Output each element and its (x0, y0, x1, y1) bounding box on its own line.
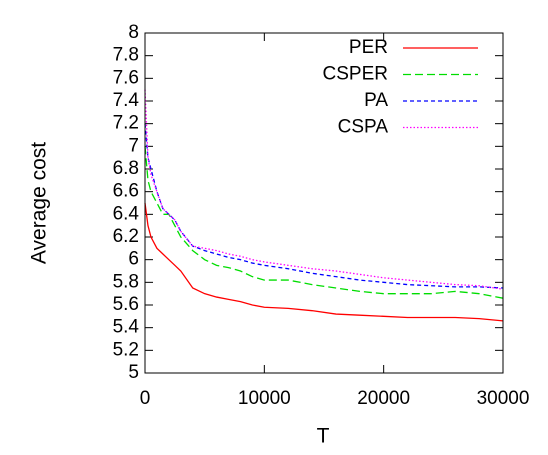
y-axis-label: Average cost (28, 142, 51, 264)
legend-label: CSPER (323, 64, 388, 85)
y-tick-label: 7.6 (113, 67, 139, 88)
y-tick-label: 6.6 (113, 181, 139, 202)
y-tick-label: 6.4 (113, 203, 140, 224)
x-tick-label: 0 (140, 388, 151, 409)
y-tick-label: 6.8 (113, 158, 139, 179)
y-tick-label: 5.6 (113, 294, 139, 315)
y-tick-label: 7.4 (113, 90, 140, 111)
x-tick-label: 20000 (357, 388, 410, 409)
y-tick-label: 6.2 (113, 226, 139, 247)
y-tick-label: 5.2 (113, 339, 139, 360)
line-series (144, 146, 504, 299)
y-tick-label: 5.8 (113, 271, 139, 292)
y-tick-label: 7.2 (113, 113, 139, 134)
y-tick-label: 5.4 (113, 317, 140, 338)
x-tick-label: 30000 (477, 388, 530, 409)
line-series (144, 89, 504, 290)
line-series (144, 202, 504, 322)
y-tick-label: 6 (128, 249, 139, 270)
line-series (144, 123, 504, 289)
y-tick-label: 7 (128, 135, 139, 156)
y-tick-label: 8 (128, 22, 139, 43)
legend-label: CSPA (338, 117, 389, 138)
legend-label: PA (364, 90, 388, 111)
plot-frame (144, 32, 504, 374)
legend-label: PER (349, 37, 388, 58)
y-tick-label: 7.8 (113, 45, 139, 66)
y-tick-label: 5 (128, 362, 139, 383)
x-axis-label: T (317, 425, 330, 448)
x-tick-label: 10000 (238, 388, 291, 409)
